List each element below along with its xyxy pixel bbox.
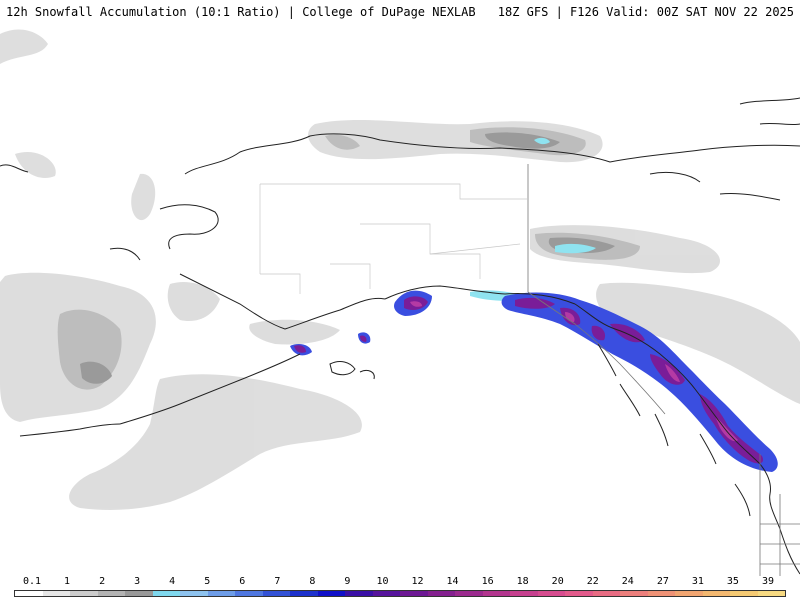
legend-label: 20 <box>551 576 564 587</box>
legend-label: 1 <box>64 576 71 587</box>
legend-swatch <box>180 591 208 596</box>
model-run-info: 18Z GFS | F126 Valid: 00Z SAT NOV 22 202… <box>497 5 794 19</box>
legend-swatch <box>482 591 510 596</box>
legend-label: 31 <box>691 576 704 587</box>
legend-label: 14 <box>446 576 459 587</box>
legend-label: 24 <box>621 576 634 587</box>
legend-label: 27 <box>656 576 669 587</box>
legend-swatch <box>427 591 455 596</box>
snow-heavy-magenta <box>410 301 738 442</box>
legend-swatch <box>152 591 180 596</box>
legend-label: 8 <box>309 576 316 587</box>
legend-label: 4 <box>169 576 176 587</box>
legend-swatch <box>510 591 538 596</box>
legend-swatch <box>372 591 400 596</box>
legend-swatch <box>565 591 593 596</box>
snowfall-map[interactable] <box>0 24 800 576</box>
legend-label: 22 <box>586 576 599 587</box>
legend-swatch <box>290 591 318 596</box>
legend-swatch <box>70 591 98 596</box>
legend-label: 3 <box>134 576 141 587</box>
legend-label: 16 <box>481 576 494 587</box>
legend-label: 6 <box>239 576 246 587</box>
legend-label: 39 <box>761 576 775 587</box>
coastlines <box>0 97 800 575</box>
legend-swatch <box>592 591 620 596</box>
legend-label: 2 <box>99 576 106 587</box>
legend-label: 9 <box>344 576 351 587</box>
legend-swatch <box>125 591 153 596</box>
legend-swatch <box>675 591 703 596</box>
legend-swatch <box>757 591 785 596</box>
legend-swatch <box>207 591 235 596</box>
legend-label: 12 <box>411 576 424 587</box>
legend-swatch <box>647 591 675 596</box>
legend-label: 7 <box>274 576 281 587</box>
legend-swatch <box>730 591 758 596</box>
legend-swatch <box>537 591 565 596</box>
legend-swatch <box>42 591 70 596</box>
color-legend: 0.1 1 2 3 4 5 6 7 8 9 10 12 14 16 18 20 22 24 27 31 35 39 <box>0 576 800 600</box>
legend-swatch <box>620 591 648 596</box>
legend-color-bar <box>14 590 786 597</box>
legend-swatch <box>97 591 125 596</box>
zone-lines <box>259 183 528 294</box>
header-bar: 12h Snowfall Accumulation (10:1 Ratio) |… <box>0 0 800 24</box>
legend-label: 0.1 <box>22 576 42 587</box>
legend-label: 5 <box>204 576 211 587</box>
legend-label: 35 <box>726 576 739 587</box>
legend-swatch <box>455 591 483 596</box>
borders <box>527 164 800 576</box>
legend-swatch <box>400 591 428 596</box>
legend-swatch <box>15 591 43 596</box>
legend-swatch <box>317 591 345 596</box>
legend-swatch <box>345 591 373 596</box>
legend-swatch <box>235 591 263 596</box>
legend-label: 10 <box>376 576 389 587</box>
legend-swatch <box>262 591 290 596</box>
legend-swatch <box>702 591 730 596</box>
map-title: 12h Snowfall Accumulation (10:1 Ratio) |… <box>6 5 476 19</box>
legend-label: 18 <box>516 576 529 587</box>
